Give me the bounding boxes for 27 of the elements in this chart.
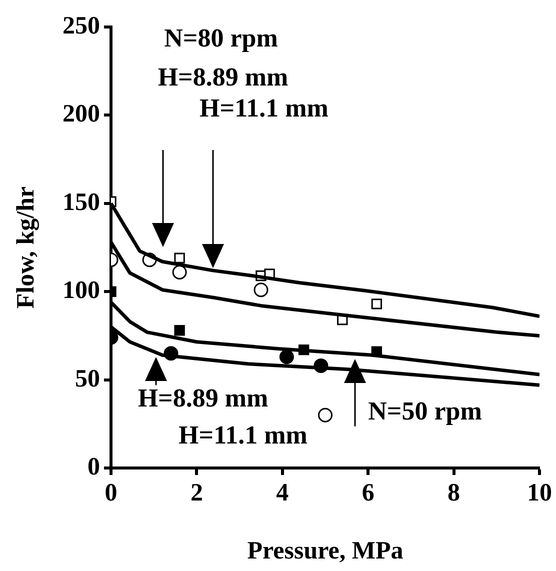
y-tick-label: 150	[62, 188, 100, 216]
point	[371, 298, 382, 310]
annotation: N=80 rpm	[164, 24, 278, 53]
y-tick-label: 50	[75, 365, 100, 392]
annotation: N=50 rpm	[368, 396, 482, 426]
point	[318, 408, 332, 422]
annotation: H=8.89 mm	[138, 384, 269, 413]
x-tick-label: 4	[276, 479, 290, 506]
x-tick-label: 8	[448, 479, 460, 506]
point	[279, 350, 294, 364]
annotation: H=11.1 mm	[178, 420, 308, 450]
point	[174, 252, 185, 264]
x-axis-title: Pressure, MPa	[247, 537, 404, 564]
x-tick-label: 10	[527, 479, 552, 506]
y-tick-label: 250	[62, 12, 100, 40]
y-tick-label: 100	[62, 277, 100, 304]
point	[254, 282, 268, 298]
point	[174, 325, 185, 336]
point	[172, 264, 187, 280]
annotation: H=8.89 mm	[158, 62, 289, 92]
x-tick-label: 0	[104, 479, 118, 506]
y-tick-label: 200	[62, 100, 100, 128]
y-tick-label: 0	[88, 453, 100, 480]
annotation: H=11.1 mm	[200, 94, 329, 123]
y-axis-title: Flow, kg/hr	[12, 186, 40, 309]
x-tick-label: 6	[362, 479, 374, 506]
x-tick-label: 2	[190, 479, 203, 506]
